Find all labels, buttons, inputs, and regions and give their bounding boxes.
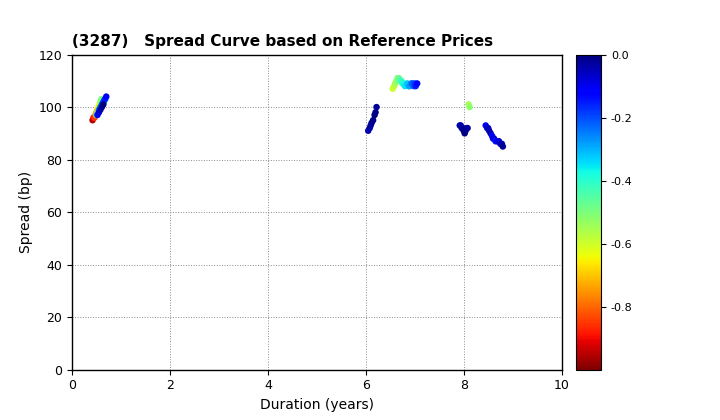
Point <box>463 101 474 108</box>
Point <box>397 80 408 87</box>
Point <box>459 130 470 137</box>
Point <box>495 140 506 147</box>
Point <box>482 125 493 131</box>
Point <box>407 80 418 87</box>
Point <box>403 83 415 89</box>
Point <box>410 83 421 89</box>
Point <box>405 80 417 87</box>
Point <box>89 114 100 121</box>
Point <box>94 106 106 113</box>
Point <box>364 125 375 131</box>
Point <box>396 77 408 84</box>
Point <box>485 130 496 137</box>
Point <box>408 83 420 89</box>
Point <box>496 140 508 147</box>
Point <box>365 122 377 129</box>
Point <box>490 138 501 144</box>
Point <box>391 77 402 84</box>
X-axis label: Duration (years): Duration (years) <box>260 398 374 412</box>
Point <box>457 125 469 131</box>
Point <box>94 104 106 110</box>
Point <box>488 135 500 142</box>
Point <box>388 83 400 89</box>
Point <box>88 114 99 121</box>
Point <box>93 109 104 116</box>
Point <box>460 127 472 134</box>
Point <box>96 104 107 110</box>
Point <box>454 122 466 129</box>
Point <box>480 122 492 129</box>
Point <box>392 75 403 81</box>
Point <box>367 117 379 123</box>
Point <box>399 83 410 89</box>
Y-axis label: Spread (bp): Spread (bp) <box>19 171 33 253</box>
Point <box>370 109 382 116</box>
Point <box>387 85 398 92</box>
Point <box>462 125 473 131</box>
Text: (3287)   Spread Curve based on Reference Prices: (3287) Spread Curve based on Reference P… <box>72 34 493 49</box>
Point <box>456 125 467 131</box>
Point <box>393 75 405 81</box>
Point <box>486 133 498 139</box>
Point <box>94 98 106 105</box>
Point <box>91 106 103 113</box>
Point <box>98 98 109 105</box>
Point <box>461 125 472 131</box>
Point <box>390 80 401 87</box>
Point <box>404 83 415 89</box>
Point <box>455 122 467 129</box>
Point <box>464 104 475 110</box>
Point <box>395 77 406 84</box>
Point <box>93 106 104 113</box>
Point <box>369 112 380 118</box>
Point <box>87 117 99 123</box>
Point <box>487 135 499 142</box>
Point <box>402 80 413 87</box>
Point <box>492 138 504 144</box>
Point <box>98 98 109 105</box>
Point <box>362 127 374 134</box>
Point <box>101 93 112 100</box>
Point <box>483 127 495 134</box>
Point <box>96 101 107 108</box>
Point <box>96 96 107 102</box>
Point <box>458 127 469 134</box>
Point <box>91 112 102 118</box>
Point <box>482 125 494 131</box>
Point <box>95 104 107 110</box>
Point <box>96 101 108 108</box>
Point <box>98 101 109 108</box>
Point <box>99 96 111 102</box>
Point <box>398 80 410 87</box>
Point <box>93 104 104 110</box>
Point <box>90 112 102 118</box>
Point <box>491 138 503 144</box>
Point <box>94 101 105 108</box>
Point <box>371 104 382 110</box>
Point <box>92 109 104 116</box>
Point <box>99 96 111 102</box>
Point <box>94 106 105 113</box>
Point <box>366 119 377 126</box>
Point <box>497 143 508 150</box>
Point <box>409 80 420 87</box>
Point <box>91 109 102 116</box>
Point <box>411 80 423 87</box>
Point <box>493 138 505 144</box>
Point <box>91 112 103 118</box>
